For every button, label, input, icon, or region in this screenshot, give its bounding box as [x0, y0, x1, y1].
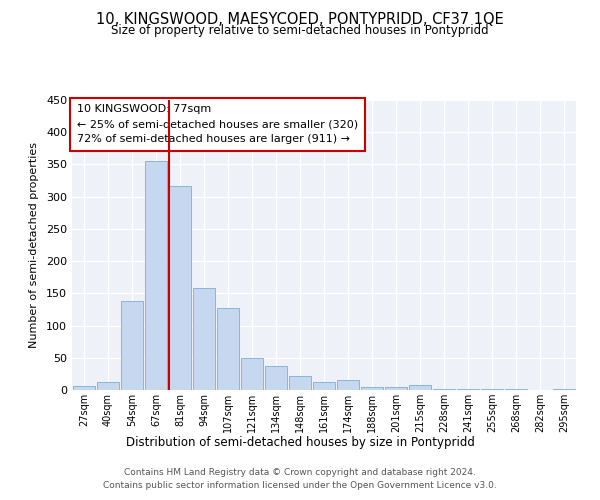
Bar	[241, 358, 263, 390]
Bar	[553, 388, 575, 390]
Bar	[385, 387, 407, 390]
Bar	[409, 386, 431, 390]
Bar	[97, 382, 119, 390]
Bar	[361, 387, 383, 390]
Bar	[193, 288, 215, 390]
Text: Distribution of semi-detached houses by size in Pontypridd: Distribution of semi-detached houses by …	[125, 436, 475, 449]
Bar	[121, 301, 143, 390]
Text: 10, KINGSWOOD, MAESYCOED, PONTYPRIDD, CF37 1QE: 10, KINGSWOOD, MAESYCOED, PONTYPRIDD, CF…	[96, 12, 504, 28]
Bar	[313, 382, 335, 390]
Bar	[73, 386, 95, 390]
Bar	[169, 186, 191, 390]
Text: Size of property relative to semi-detached houses in Pontypridd: Size of property relative to semi-detach…	[111, 24, 489, 37]
Text: 10 KINGSWOOD: 77sqm
← 25% of semi-detached houses are smaller (320)
72% of semi-: 10 KINGSWOOD: 77sqm ← 25% of semi-detach…	[77, 104, 358, 144]
Text: Contains HM Land Registry data © Crown copyright and database right 2024.: Contains HM Land Registry data © Crown c…	[124, 468, 476, 477]
Y-axis label: Number of semi-detached properties: Number of semi-detached properties	[29, 142, 39, 348]
Bar	[337, 380, 359, 390]
Bar	[289, 376, 311, 390]
Text: Contains public sector information licensed under the Open Government Licence v3: Contains public sector information licen…	[103, 482, 497, 490]
Bar	[217, 308, 239, 390]
Bar	[145, 161, 167, 390]
Bar	[265, 366, 287, 390]
